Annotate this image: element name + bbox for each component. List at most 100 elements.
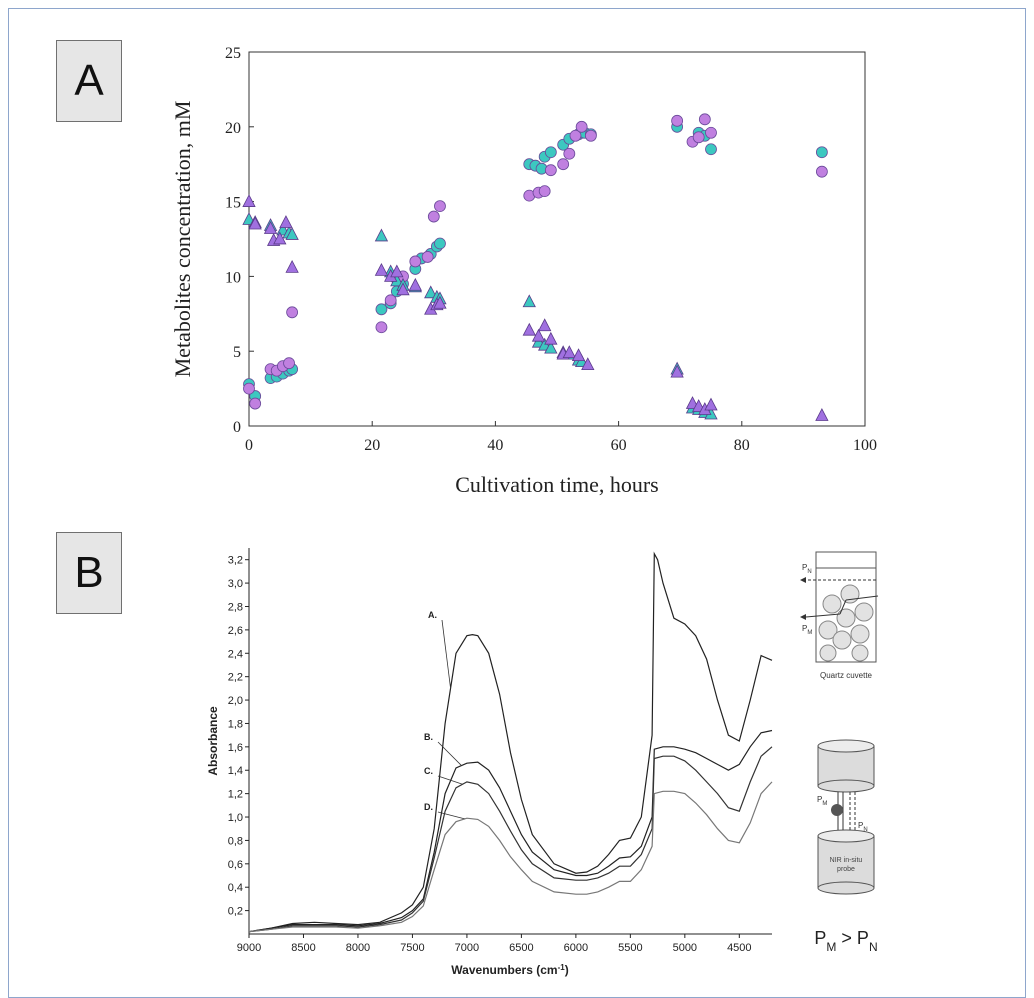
cuvette-diagram: PN PM Quartz cuvette — [800, 551, 879, 680]
x-tick-label: 100 — [853, 437, 877, 454]
scatter-point — [815, 165, 828, 178]
probe-caption-line1: NIR in-situ — [830, 857, 863, 864]
x-tick-label: 80 — [734, 437, 750, 454]
y-tick-label: 2,2 — [228, 672, 243, 684]
scatter-point — [562, 345, 576, 359]
scatter-point — [544, 164, 557, 177]
scatter-point — [584, 129, 597, 142]
y-tick-label: 2,6 — [228, 625, 243, 637]
scatter-point — [522, 322, 536, 336]
scatter-point — [705, 143, 717, 156]
series-leader-line — [441, 619, 451, 689]
probe-diagram: PM PN NIR in-situ probe — [817, 739, 875, 895]
chart-a-plot-frame — [248, 51, 866, 427]
scatter-point — [571, 348, 586, 362]
scatter-point — [249, 397, 262, 410]
chart-b-ylabel: Absorbance — [206, 706, 220, 776]
y-tick-label: 25 — [225, 45, 241, 62]
scatter-point — [285, 259, 299, 273]
y-tick-label: 1,8 — [228, 718, 243, 730]
x-tick-label: 9000 — [237, 942, 261, 954]
x-tick-label: 7000 — [455, 942, 479, 954]
y-tick-label: 10 — [225, 269, 241, 286]
scatter-point — [544, 146, 557, 159]
series-label: D. — [424, 802, 433, 812]
scatter-point — [544, 331, 558, 345]
cuvette-pm-arrow — [805, 613, 841, 618]
probe-pn-label: PN — [858, 821, 868, 833]
chart-a-points — [242, 113, 829, 421]
probe-particle — [831, 804, 843, 816]
y-tick-label: 2,0 — [228, 695, 243, 707]
series-label: A. — [428, 610, 437, 620]
y-tick-label: 0,6 — [228, 859, 243, 871]
y-tick-label: 0,8 — [228, 835, 243, 847]
scatter-point — [263, 221, 278, 234]
scatter-point — [692, 131, 705, 144]
chart-b-lines — [248, 551, 773, 933]
chart-a-y-ticks: 0 5 10 15 20 25 — [225, 45, 254, 436]
scatter-point — [242, 194, 256, 207]
x-tick-label: 6000 — [564, 942, 588, 954]
spectrum-line — [248, 746, 773, 933]
scatter-point — [815, 408, 829, 421]
scatter-point — [248, 216, 262, 230]
series-label: C. — [424, 766, 433, 776]
probe-top-cylinder — [817, 745, 875, 787]
y-tick-label: 1,0 — [228, 812, 243, 824]
scatter-point — [396, 282, 410, 296]
scatter-point — [698, 113, 711, 126]
y-tick-label: 3,0 — [228, 578, 243, 590]
chart-a-ylabel: Metabolites concentration, mM — [170, 101, 195, 378]
scatter-point — [538, 318, 552, 332]
x-tick-label: 5000 — [673, 942, 697, 954]
scatter-point — [408, 277, 422, 291]
scatter-point — [421, 251, 434, 263]
chart-a-xlabel: Cultivation time, hours — [455, 472, 659, 497]
scatter-point — [704, 397, 718, 411]
scatter-point — [283, 357, 295, 370]
scatter-point — [374, 228, 389, 242]
probe-caption-line2: probe — [837, 866, 855, 873]
scatter-point — [671, 114, 684, 127]
chart-b-y-ticks: 0,2 0,4 0,6 0,8 1,0 1,2 1,4 1,6 1,8 2,0 2,2 2,4 2,6 2… — [228, 555, 249, 918]
x-tick-label: 0 — [245, 437, 253, 454]
chart-a: 0 20 40 60 80 100 0 5 10 15 20 25 Cultivation time… — [170, 45, 877, 497]
scatter-point — [424, 285, 438, 299]
x-tick-label: 5500 — [618, 942, 642, 954]
scatter-point — [390, 264, 404, 278]
x-tick-label: 20 — [364, 437, 380, 454]
cuvette-incident-arrow — [845, 595, 879, 601]
scatter-point — [434, 237, 446, 250]
scatter-point — [286, 306, 299, 319]
x-tick-label: 60 — [611, 437, 627, 454]
y-tick-label: 20 — [225, 120, 241, 137]
scatter-point — [375, 303, 388, 316]
x-tick-label: 6500 — [509, 942, 533, 954]
y-tick-label: 2,8 — [228, 601, 243, 613]
y-tick-label: 1,4 — [228, 765, 243, 777]
scatter-point — [273, 231, 287, 245]
spectrum-line — [248, 551, 773, 933]
cuvette-particles — [818, 584, 874, 662]
scatter-point — [285, 227, 299, 240]
panel-a-label: A — [56, 40, 122, 122]
scatter-point — [279, 215, 293, 228]
scatter-point — [433, 295, 447, 309]
scatter-point — [670, 364, 684, 378]
y-tick-label: 0,4 — [228, 882, 243, 894]
scatter-point — [705, 126, 717, 139]
relation-text: PM > PN — [814, 928, 877, 954]
y-tick-label: 1,2 — [228, 789, 243, 801]
chart-b: 9000 8500 8000 7500 7000 6500 6000 5500 5000 4500… — [206, 548, 773, 977]
scatter-point — [815, 146, 828, 159]
scatter-point — [384, 294, 397, 307]
y-tick-label: 1,6 — [228, 742, 243, 754]
y-tick-label: 15 — [225, 195, 241, 212]
y-tick-label: 2,4 — [228, 648, 243, 660]
scatter-point — [557, 158, 570, 171]
x-tick-label: 8500 — [291, 942, 315, 954]
x-tick-label: 4500 — [727, 942, 751, 954]
scatter-point — [243, 382, 255, 395]
